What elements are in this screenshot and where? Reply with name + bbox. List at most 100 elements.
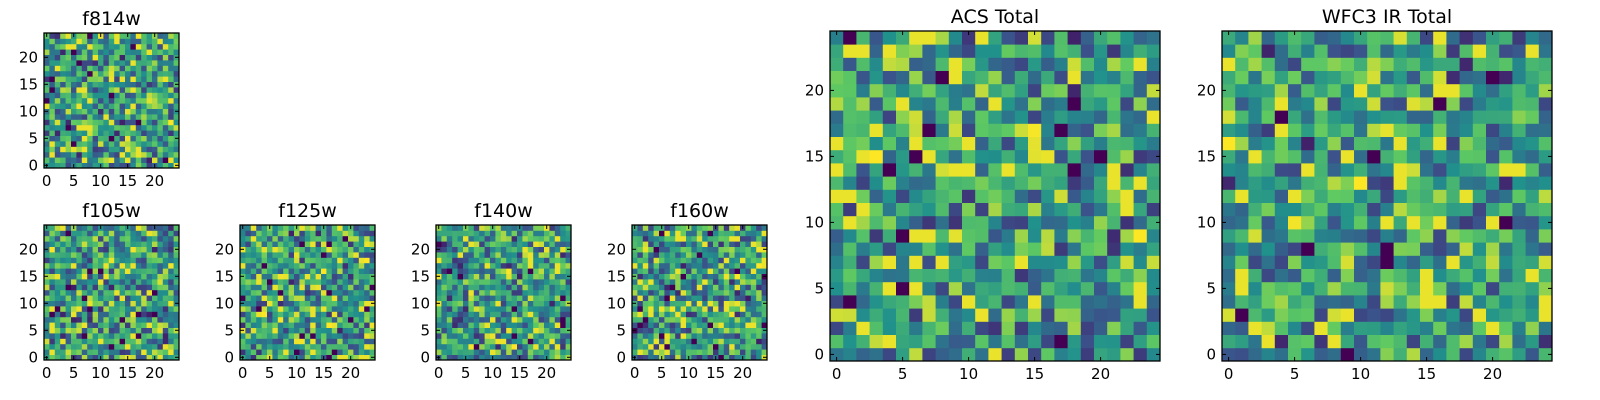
heatmap-cell <box>1041 176 1055 190</box>
heatmap-cell <box>1120 229 1134 243</box>
x-tick-label: 5 <box>657 364 667 382</box>
heatmap-cell <box>256 225 262 231</box>
heatmap-cell <box>1041 229 1055 243</box>
heatmap-cell <box>962 255 976 269</box>
heatmap-cell <box>479 300 485 307</box>
heatmap-cell <box>44 141 50 147</box>
heatmap-cell <box>680 354 687 361</box>
heatmap-cell <box>277 295 284 301</box>
x-tick-label: 0 <box>42 172 52 190</box>
heatmap-cell <box>364 338 370 345</box>
heatmap-cell <box>1486 334 1500 349</box>
heatmap-cell <box>702 284 708 291</box>
heatmap-cell <box>348 289 354 296</box>
heatmap-cell <box>1486 123 1500 137</box>
axes-frame <box>43 224 180 361</box>
heatmap-cell <box>119 92 126 99</box>
heatmap-cell <box>49 92 56 99</box>
heatmap-cell <box>1028 176 1042 190</box>
heatmap-cell <box>669 306 676 312</box>
heatmap-cell <box>686 252 692 258</box>
heatmap-cell <box>54 49 61 55</box>
heatmap-cell <box>114 316 120 323</box>
heatmap-cell <box>696 284 703 291</box>
heatmap-cell <box>98 60 104 66</box>
heatmap-cell <box>511 333 518 339</box>
heatmap-cell <box>130 135 137 142</box>
heatmap-cell <box>125 135 131 142</box>
heatmap-cell <box>1067 229 1082 243</box>
heatmap-cell <box>1146 281 1161 296</box>
heatmap-cell <box>511 349 518 355</box>
heatmap-cell <box>441 279 448 285</box>
heatmap-cell <box>696 289 703 296</box>
heatmap-cell <box>1393 295 1408 309</box>
heatmap-cell <box>718 257 725 264</box>
heatmap-cell <box>87 108 93 115</box>
heatmap-cell <box>745 316 752 323</box>
heatmap-cell <box>1499 123 1513 137</box>
heatmap-cell <box>1248 31 1262 45</box>
heatmap-cell <box>882 281 897 296</box>
heatmap-cell <box>1028 31 1042 45</box>
heatmap-cell <box>745 343 752 350</box>
heatmap-cell <box>869 70 884 85</box>
heatmap-cell <box>691 306 698 312</box>
heatmap-cell <box>173 76 180 82</box>
heatmap-cell <box>87 262 93 269</box>
heatmap-cell <box>358 343 365 350</box>
heatmap-cell <box>869 321 884 335</box>
heatmap-cell <box>909 229 923 243</box>
heatmap-cell <box>479 241 485 247</box>
heatmap-cell <box>896 176 910 190</box>
heatmap-cell <box>1420 149 1434 164</box>
heatmap-cell <box>436 252 442 258</box>
heatmap-cell <box>65 146 72 153</box>
heatmap-cell <box>830 57 844 71</box>
heatmap-cell <box>1054 136 1068 151</box>
heatmap-cell <box>1459 229 1474 243</box>
heatmap-cell <box>1354 202 1368 217</box>
heatmap-cell <box>157 33 164 39</box>
heatmap-cell <box>702 262 708 269</box>
heatmap-cell <box>125 230 131 237</box>
heatmap-cell <box>114 268 120 274</box>
heatmap-cell <box>1094 123 1108 137</box>
heatmap-cell <box>146 157 153 163</box>
heatmap-cell <box>310 230 316 237</box>
heatmap-cell <box>463 300 469 307</box>
heatmap-cell <box>554 273 561 280</box>
heatmap-cell <box>1014 57 1029 71</box>
heatmap-cell <box>669 327 676 334</box>
heatmap-cell <box>669 252 676 258</box>
heatmap-cell <box>1094 215 1108 230</box>
heatmap-cell <box>554 225 561 231</box>
heatmap-cell <box>1393 176 1408 190</box>
y-tick-label: 10 <box>411 294 430 312</box>
heatmap-cell <box>1486 321 1500 335</box>
heatmap-cell <box>517 306 523 312</box>
heatmap-cell <box>1301 97 1315 111</box>
heatmap-cell <box>1340 149 1355 164</box>
heatmap-cell <box>750 333 757 339</box>
heatmap-cell <box>288 327 295 334</box>
heatmap-cell <box>1486 347 1500 362</box>
heatmap-cell <box>843 295 857 309</box>
heatmap-cell <box>441 225 448 231</box>
heatmap-cell <box>331 327 338 334</box>
heatmap-cell <box>869 268 884 283</box>
heatmap-cell <box>240 230 246 237</box>
heatmap-cell <box>141 306 147 312</box>
heatmap-cell <box>506 333 512 339</box>
heatmap-cell <box>441 262 448 269</box>
heatmap-cell <box>473 241 480 247</box>
heatmap-cell <box>1486 31 1500 45</box>
heatmap-cell <box>114 157 120 163</box>
heatmap-cell <box>675 284 681 291</box>
heatmap-cell <box>745 252 752 258</box>
heatmap-cell <box>1041 70 1055 85</box>
heatmap-cell <box>87 151 93 158</box>
heatmap-cell <box>869 123 884 137</box>
heatmap-cell <box>103 289 110 296</box>
